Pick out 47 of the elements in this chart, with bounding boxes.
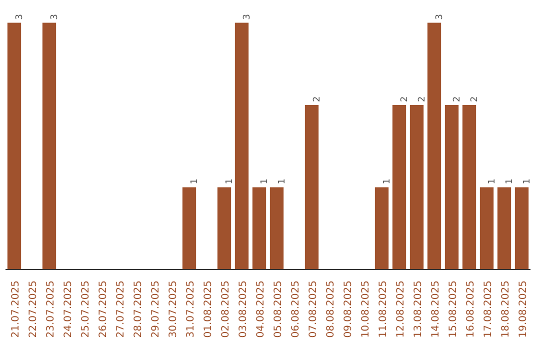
x-tick-label: 05.08.2025 xyxy=(272,280,284,338)
x-tick-label: 18.08.2025 xyxy=(500,280,512,338)
x-tick-label: 31.07.2025 xyxy=(185,280,196,338)
x-tick-label: 21.07.2025 xyxy=(10,280,22,338)
x-tick-label: 03.08.2025 xyxy=(238,280,249,338)
x-tick-label: 07.08.2025 xyxy=(308,280,319,338)
x-tick-label: 04.08.2025 xyxy=(255,280,266,338)
data-label: 1 xyxy=(260,178,270,184)
x-tick-label: 23.07.2025 xyxy=(45,280,56,338)
x-tick-label: 16.08.2025 xyxy=(465,280,476,338)
x-tick-label: 09.08.2025 xyxy=(342,280,354,338)
data-label: 2 xyxy=(452,96,462,102)
x-tick-label: 10.08.2025 xyxy=(360,280,372,338)
x-tick-label: 24.07.2025 xyxy=(62,280,74,338)
data-label: 2 xyxy=(470,96,480,102)
data-label: 2 xyxy=(417,96,428,102)
data-label: 1 xyxy=(487,178,498,184)
data-label: 1 xyxy=(504,178,515,184)
x-tick-label: 19.08.2025 xyxy=(518,280,529,338)
data-label: 1 xyxy=(382,178,392,184)
x-tick-label: 13.08.2025 xyxy=(412,280,424,338)
x-tick-label: 02.08.2025 xyxy=(220,280,232,338)
data-label: 1 xyxy=(190,178,200,184)
x-tick-label: 11.08.2025 xyxy=(378,280,389,338)
x-tick-label: 30.07.2025 xyxy=(168,280,179,338)
x-tick-label: 25.07.2025 xyxy=(80,280,92,338)
x-tick-label: 17.08.2025 xyxy=(482,280,494,338)
data-label: 1 xyxy=(277,178,288,184)
x-tick-label: 01.08.2025 xyxy=(202,280,214,338)
x-tick-label: 15.08.2025 xyxy=(448,280,459,338)
data-label: 1 xyxy=(224,178,235,184)
data-label: 3 xyxy=(14,14,25,20)
x-tick-label: 28.07.2025 xyxy=(132,280,144,338)
data-label: 3 xyxy=(242,14,252,20)
x-tick-label: 06.08.2025 xyxy=(290,280,302,338)
x-tick-label: 26.07.2025 xyxy=(98,280,109,338)
data-label: 2 xyxy=(312,96,322,102)
x-tick-label: 27.07.2025 xyxy=(115,280,126,338)
x-tick-label: 08.08.2025 xyxy=(325,280,336,338)
x-tick-label: 14.08.2025 xyxy=(430,280,442,338)
x-tick-label: 12.08.2025 xyxy=(395,280,406,338)
x-tick-label: 29.07.2025 xyxy=(150,280,162,338)
data-label: 1 xyxy=(522,178,532,184)
data-label: 3 xyxy=(50,14,60,20)
x-tick-label: 22.07.2025 xyxy=(28,280,39,338)
data-label: 2 xyxy=(400,96,410,102)
data-label: 3 xyxy=(434,14,445,20)
